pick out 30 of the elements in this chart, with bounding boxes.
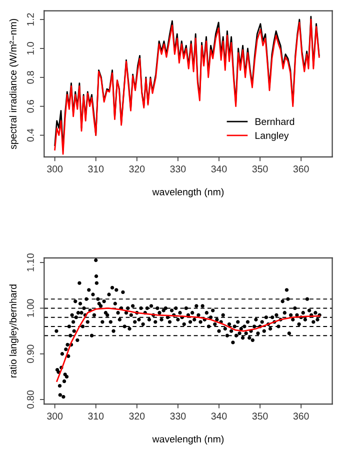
x-tick-label: 340 — [211, 166, 227, 172]
y-tick-label: 1.10 — [27, 253, 34, 272]
x-tick-label: 310 — [88, 412, 104, 420]
line-series — [56, 308, 320, 382]
y-tick-label: 1.2 — [27, 13, 34, 26]
y-tick-label: 0.4 — [27, 128, 34, 142]
x-tick-label: 330 — [170, 166, 186, 172]
y-tick-label: 0.6 — [27, 100, 34, 113]
legend-label: Langley — [256, 132, 289, 141]
x-tick-label: 360 — [293, 166, 309, 172]
x-tick-label: 350 — [252, 166, 268, 172]
y-tick-label: 0.80 — [27, 390, 34, 409]
x-tick-label: 320 — [129, 166, 145, 172]
x-tick-label: 330 — [170, 412, 186, 420]
y-tick-label: 0.90 — [27, 344, 34, 363]
x-tick-label: 340 — [211, 412, 227, 420]
x-tick-label: 300 — [47, 412, 63, 420]
y-axis-title: spectral irradiance (W/m²−nm) — [9, 18, 18, 150]
y-tick-label: 1.0 — [27, 42, 34, 54]
x-tick-label: 350 — [252, 412, 268, 420]
y-tick-label: 1.00 — [27, 299, 34, 317]
x-axis-title: wavelength (nm) — [152, 188, 224, 198]
y-tick-label: 0.8 — [27, 71, 34, 84]
x-tick-label: 300 — [47, 166, 63, 172]
x-axis-title: wavelength (nm) — [152, 435, 224, 444]
x-tick-label: 310 — [88, 166, 104, 172]
legend-label: Bernhard — [256, 118, 294, 126]
x-tick-label: 320 — [129, 412, 145, 420]
x-tick-label: 360 — [293, 412, 309, 420]
y-axis-title: ratio langley/bernhard — [9, 284, 18, 378]
